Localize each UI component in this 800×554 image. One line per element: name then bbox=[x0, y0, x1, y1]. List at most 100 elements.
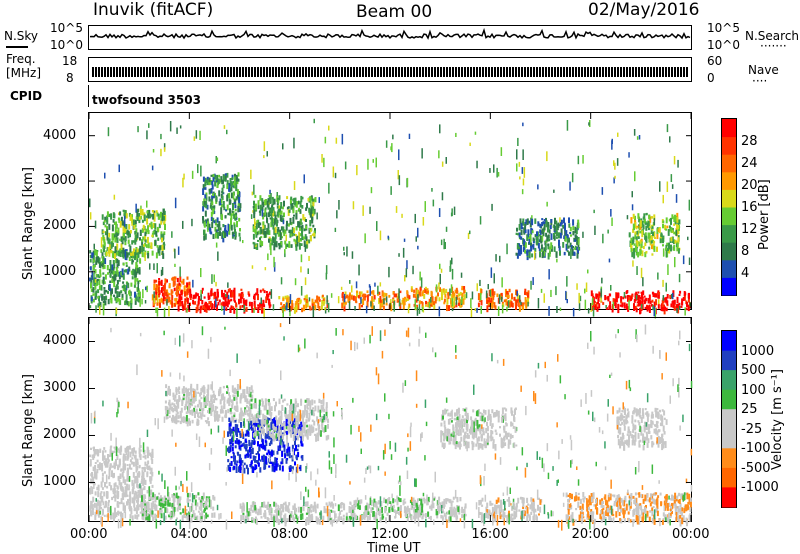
velocity-cell bbox=[136, 483, 139, 488]
power-cell bbox=[89, 258, 92, 263]
power-cell bbox=[665, 217, 668, 224]
power-cell bbox=[536, 237, 539, 244]
power-point bbox=[369, 206, 371, 214]
power-cell bbox=[541, 252, 544, 259]
velocity-cell bbox=[284, 430, 287, 434]
power-cell bbox=[276, 202, 279, 206]
power-cell bbox=[211, 181, 214, 186]
power-point bbox=[587, 269, 589, 274]
velocity-cell bbox=[268, 430, 271, 436]
power-cell bbox=[558, 232, 560, 239]
power-point bbox=[428, 302, 431, 309]
power-cell bbox=[667, 229, 670, 236]
power-cell bbox=[145, 215, 148, 218]
velocity-cell bbox=[307, 398, 310, 405]
velocity-cell bbox=[207, 410, 209, 414]
velocity-cell bbox=[126, 470, 129, 478]
velocity-cell bbox=[206, 514, 209, 518]
velocity-cell bbox=[301, 434, 304, 442]
velocity-cell bbox=[210, 384, 213, 390]
velocity-cell bbox=[314, 433, 317, 436]
power-cell bbox=[534, 234, 537, 237]
power-cell bbox=[280, 202, 283, 209]
power-point bbox=[99, 262, 102, 269]
power-point bbox=[102, 276, 105, 285]
velocity-cell bbox=[200, 396, 203, 400]
velocity-cell bbox=[233, 394, 236, 397]
velocity-cell bbox=[239, 394, 242, 401]
colorbar-segment bbox=[722, 119, 736, 138]
velocity-cell bbox=[283, 514, 286, 520]
power-cell bbox=[178, 296, 181, 303]
velocity-cell bbox=[274, 427, 277, 431]
power-cell bbox=[272, 237, 275, 244]
velocity-cell bbox=[212, 495, 215, 500]
velocity-cell bbox=[222, 385, 225, 389]
velocity-cell bbox=[239, 460, 242, 466]
velocity-cell bbox=[182, 508, 185, 514]
power-cell bbox=[130, 255, 133, 258]
power-cell bbox=[95, 282, 98, 287]
power-point bbox=[500, 147, 503, 156]
velocity-cell bbox=[285, 426, 288, 430]
power-cell bbox=[425, 304, 427, 307]
power-cell bbox=[573, 247, 576, 250]
power-cell bbox=[109, 260, 112, 266]
power-cell bbox=[251, 308, 254, 313]
power-cell bbox=[141, 209, 144, 216]
velocity-cell bbox=[183, 416, 186, 423]
velocity-cell bbox=[103, 447, 106, 450]
power-cell bbox=[203, 235, 206, 241]
velocity-cell bbox=[197, 391, 200, 394]
power-cell bbox=[149, 224, 152, 228]
velocity-cell bbox=[113, 446, 116, 449]
velocity-cell bbox=[137, 493, 140, 497]
velocity-cell bbox=[295, 444, 297, 451]
power-cell bbox=[520, 222, 523, 230]
power-point bbox=[420, 277, 423, 288]
power-cell bbox=[518, 224, 521, 231]
power-cell bbox=[255, 233, 258, 238]
power-cell bbox=[615, 296, 618, 303]
power-point bbox=[312, 306, 315, 318]
velocity-cell bbox=[313, 420, 316, 426]
velocity-cell bbox=[300, 506, 303, 513]
power-point bbox=[124, 249, 127, 260]
power-cell bbox=[203, 305, 206, 310]
velocity-cell bbox=[255, 507, 258, 514]
power-point bbox=[553, 189, 555, 193]
velocity-cell bbox=[235, 463, 238, 466]
power-point bbox=[161, 212, 164, 222]
power-cell bbox=[303, 240, 306, 248]
velocity-cell bbox=[234, 423, 237, 431]
velocity-cell bbox=[108, 454, 111, 458]
velocity-cell bbox=[220, 394, 223, 401]
velocity-cell bbox=[306, 433, 309, 439]
velocity-cell bbox=[93, 502, 96, 508]
power-cell bbox=[257, 239, 259, 242]
velocity-cell bbox=[429, 515, 432, 521]
power-cell bbox=[371, 290, 374, 294]
power-cell bbox=[371, 303, 374, 309]
velocity-cell bbox=[267, 425, 270, 428]
velocity-cell bbox=[263, 512, 266, 518]
power-cell bbox=[103, 247, 105, 253]
velocity-cell bbox=[257, 451, 259, 455]
velocity-cell bbox=[313, 400, 316, 404]
power-point bbox=[271, 217, 273, 226]
power-cell bbox=[293, 197, 296, 205]
velocity-cell bbox=[100, 481, 103, 488]
power-cell bbox=[291, 202, 294, 209]
power-cell bbox=[252, 226, 255, 233]
power-cell bbox=[199, 306, 202, 310]
velocity-cell bbox=[101, 472, 104, 477]
power-cell bbox=[560, 219, 563, 225]
velocity-cell bbox=[175, 391, 178, 395]
velocity-cell bbox=[332, 519, 335, 523]
power-cell bbox=[127, 230, 130, 235]
velocity-cell bbox=[197, 412, 199, 418]
velocity-cell bbox=[263, 445, 266, 450]
power-cell bbox=[516, 293, 519, 300]
power-point bbox=[365, 305, 368, 314]
velocity-cell bbox=[289, 404, 292, 409]
